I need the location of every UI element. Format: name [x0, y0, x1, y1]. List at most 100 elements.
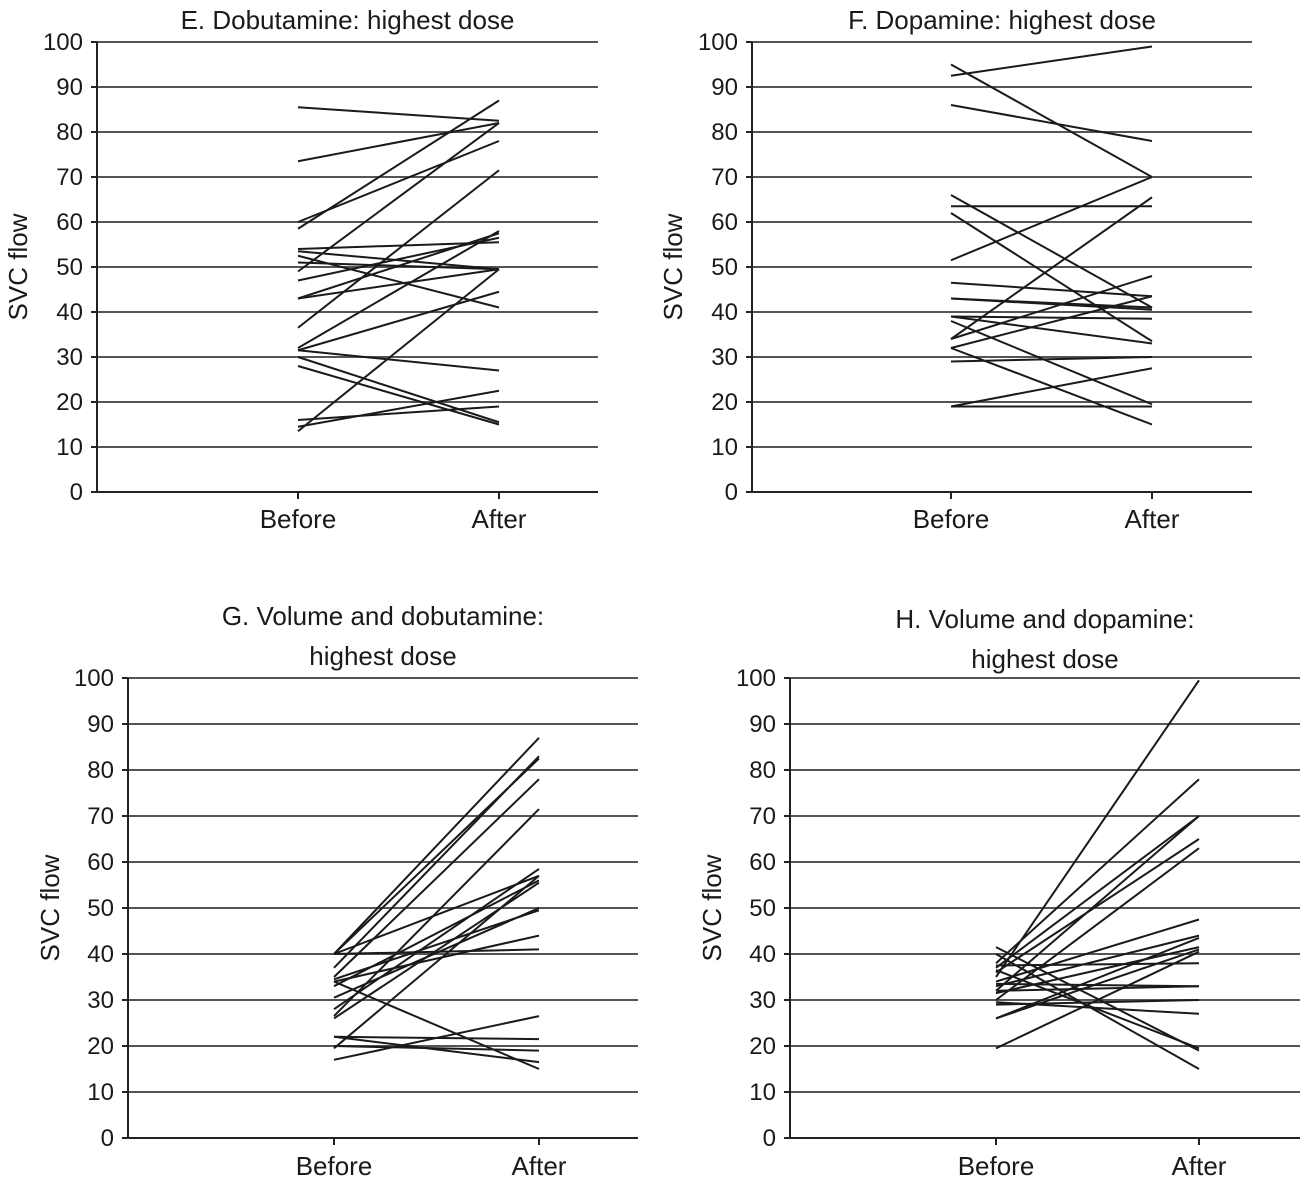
- series-line-20: [297, 268, 500, 433]
- y-tick-label: 50: [749, 895, 776, 922]
- y-tick-label: 0: [101, 1125, 114, 1152]
- y-tick-label: 40: [87, 941, 114, 968]
- chart-panel-2: G. Volume and dobutamine: highest dose 0 10…: [35, 601, 638, 1181]
- series-line-14: [950, 295, 1153, 349]
- series-line-17: [297, 365, 500, 426]
- series-line-19: [950, 320, 1153, 406]
- chart-panel-3: H. Volume and dopamine: highest dose 0 10 20…: [697, 604, 1300, 1181]
- series-line-17: [995, 948, 1200, 1020]
- x-tick-label: Before: [296, 1151, 373, 1181]
- series-line-5: [297, 250, 500, 271]
- series-line-18: [995, 950, 1200, 1050]
- y-tick-label: 90: [749, 711, 776, 738]
- x-tick-label: Before: [260, 504, 337, 534]
- series-line-3: [950, 194, 1153, 309]
- series-line-17: [950, 367, 1153, 408]
- y-tick-label: 10: [711, 434, 738, 461]
- y-axis-label: SVC flow: [35, 854, 65, 961]
- series-line-3: [995, 815, 1200, 992]
- y-tick-label: 70: [711, 164, 738, 191]
- series-line-13: [950, 275, 1153, 340]
- chart-title: highest dose: [971, 644, 1118, 674]
- series-line-16: [333, 875, 540, 1050]
- y-tick-label: 0: [70, 479, 83, 506]
- y-tick-label: 80: [87, 757, 114, 784]
- series-line-1: [297, 122, 500, 163]
- series-line-12: [995, 946, 1200, 995]
- x-tick-label: Before: [958, 1151, 1035, 1181]
- series-line-16: [297, 356, 500, 424]
- y-tick-label: 70: [56, 164, 83, 191]
- y-tick-label: 60: [749, 849, 776, 876]
- y-tick-label: 90: [56, 74, 83, 101]
- series-line-4: [333, 755, 540, 969]
- series-line-13: [995, 982, 1200, 988]
- chart-title: highest dose: [309, 641, 456, 671]
- series-line-15: [297, 349, 500, 372]
- series-line-10: [950, 315, 1153, 320]
- series-line-5: [333, 778, 540, 978]
- series-line-2: [333, 874, 540, 955]
- series-line-12: [333, 808, 540, 1017]
- y-tick-label: 80: [711, 119, 738, 146]
- y-tick-label: 60: [56, 209, 83, 236]
- series-line-18: [333, 1045, 540, 1052]
- y-axis-label: SVC flow: [3, 213, 33, 320]
- series-line-7: [950, 281, 1153, 298]
- y-tick-label: 50: [711, 254, 738, 281]
- y-tick-label: 50: [87, 895, 114, 922]
- series-line-3: [297, 99, 500, 230]
- x-tick-label: After: [1172, 1151, 1227, 1181]
- series-line-9: [995, 918, 1200, 983]
- series-line-5: [950, 212, 1153, 343]
- y-tick-label: 100: [74, 665, 114, 692]
- y-tick-label: 100: [736, 665, 776, 692]
- y-tick-label: 50: [56, 254, 83, 281]
- chart-panel-1: F. Dopamine: highest dose 0 10 20 30 40 50 60 70…: [658, 5, 1252, 534]
- series-line-11: [333, 868, 540, 1011]
- series-line-1: [995, 778, 1200, 964]
- series-line-13: [297, 230, 500, 349]
- y-axis-label: SVC flow: [697, 854, 727, 961]
- series-line-17: [333, 1015, 540, 1061]
- series-line-1: [950, 63, 1153, 178]
- y-tick-label: 40: [56, 299, 83, 326]
- series-line-15: [333, 1035, 540, 1064]
- series-line-11: [950, 315, 1153, 345]
- series-line-0: [950, 45, 1153, 77]
- y-tick-label: 30: [56, 344, 83, 371]
- series-line-0: [333, 737, 540, 955]
- y-tick-label: 100: [698, 29, 738, 56]
- series-line-2: [950, 104, 1153, 142]
- x-tick-label: Before: [913, 504, 990, 534]
- chart-title: F. Dopamine: highest dose: [848, 5, 1156, 35]
- series-line-19: [995, 985, 1200, 992]
- series-line-12: [297, 169, 500, 329]
- y-tick-label: 90: [711, 74, 738, 101]
- series-line-2: [995, 815, 1200, 969]
- chart-title: E. Dobutamine: highest dose: [181, 5, 515, 35]
- y-tick-label: 70: [87, 803, 114, 830]
- y-tick-label: 80: [749, 757, 776, 784]
- y-tick-label: 10: [749, 1079, 776, 1106]
- x-tick-label: After: [512, 1151, 567, 1181]
- y-tick-label: 100: [43, 29, 83, 56]
- y-axis-label: SVC flow: [658, 213, 688, 320]
- chart-title: G. Volume and dobutamine:: [222, 601, 544, 631]
- y-tick-label: 40: [711, 299, 738, 326]
- series-line-12: [950, 196, 1153, 340]
- series-line-18: [297, 405, 500, 421]
- y-tick-label: 70: [749, 803, 776, 830]
- y-tick-label: 40: [749, 941, 776, 968]
- y-tick-label: 0: [763, 1125, 776, 1152]
- series-line-7: [995, 953, 1200, 1070]
- series-line-11: [297, 268, 500, 300]
- series-line-5: [995, 847, 1200, 1001]
- y-tick-label: 10: [56, 434, 83, 461]
- y-tick-label: 20: [56, 389, 83, 416]
- series-line-8: [995, 969, 1200, 1050]
- chart-title: H. Volume and dopamine:: [895, 604, 1194, 634]
- series-line-16: [995, 936, 1200, 1020]
- series-line-14: [297, 290, 500, 352]
